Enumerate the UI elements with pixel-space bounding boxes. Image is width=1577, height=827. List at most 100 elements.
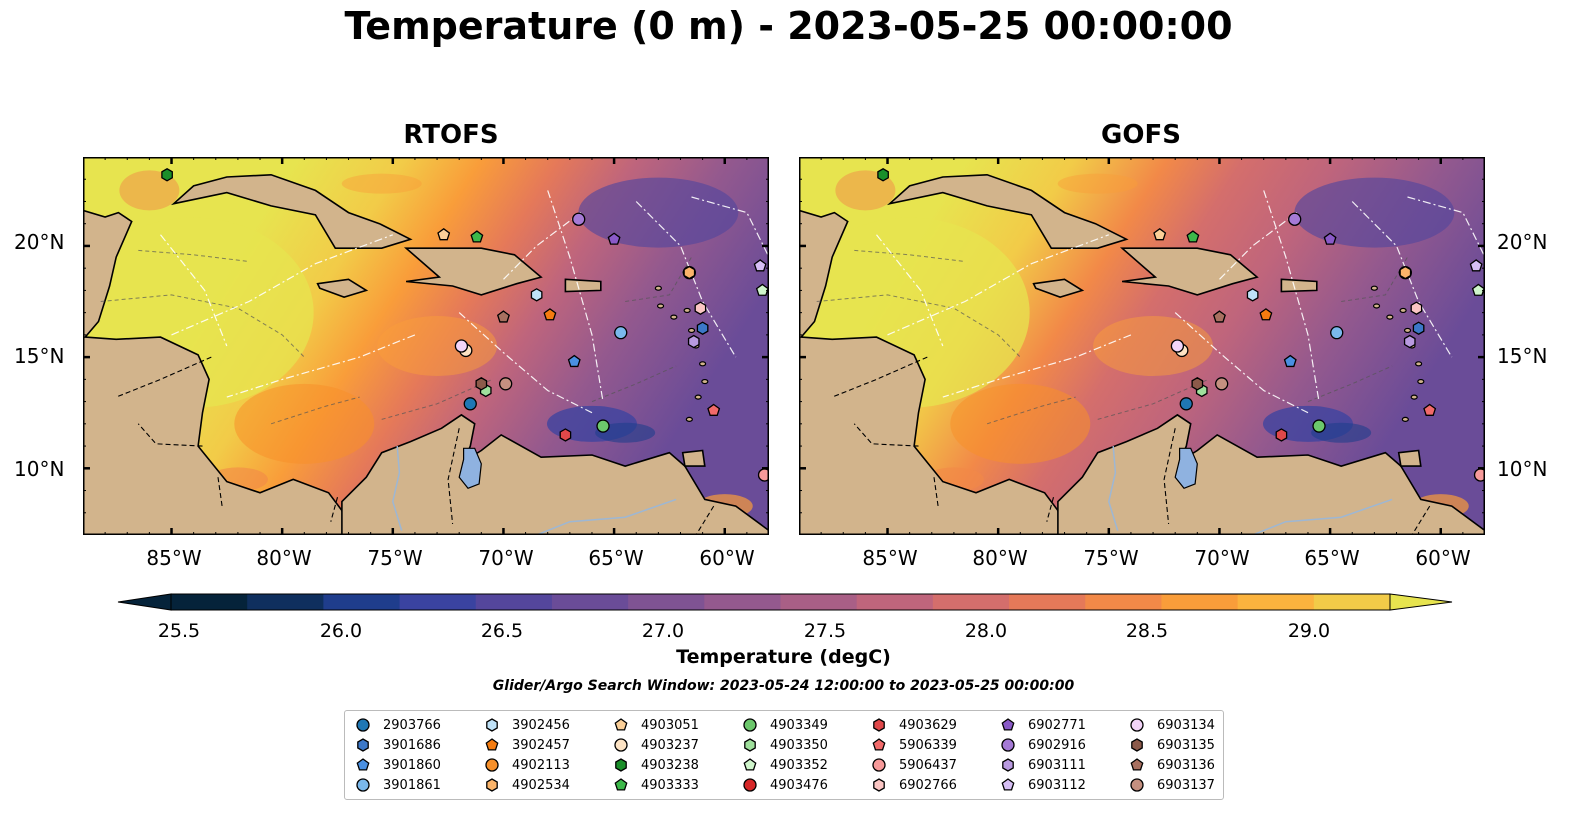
legend-marker-5906437 — [872, 758, 886, 772]
rtofs-map — [83, 157, 769, 535]
platform-marker-4903352 — [755, 283, 769, 296]
legend-marker-4903238 — [615, 758, 627, 772]
colorbar-tick: 25.5 — [157, 620, 201, 642]
lon-label-75w: 75°W — [367, 546, 423, 570]
legend-marker-4903352 — [743, 758, 757, 771]
platform-marker-6903111 — [1403, 334, 1416, 349]
lon-label-75w-gofs: 75°W — [1083, 546, 1139, 570]
legend-marker-3901861 — [356, 778, 370, 792]
land-central-america — [799, 209, 1066, 535]
legend-item-6902766: 6902766 — [871, 775, 957, 795]
legend-label: 6903136 — [1157, 757, 1215, 773]
legend-item-3901861: 3901861 — [355, 775, 441, 795]
land-puerto-rico — [1280, 278, 1318, 293]
legend-item-6903136: 6903136 — [1129, 755, 1215, 775]
legend-item-2903766: 2903766 — [355, 715, 441, 735]
legend-label: 4902113 — [512, 757, 570, 773]
legend-label: 4903333 — [641, 777, 699, 793]
colorbar-tick: 26.5 — [480, 620, 524, 642]
legend-marker-pentagon — [743, 758, 757, 771]
land-trinidad — [681, 449, 706, 467]
legend-label: 3901686 — [383, 737, 441, 753]
platform-marker-5906339 — [1423, 403, 1437, 416]
legend-item-4903238: 4903238 — [613, 755, 699, 775]
colorbar — [117, 593, 1453, 611]
legend-marker-circle — [485, 758, 499, 772]
legend-marker-circle — [614, 738, 628, 752]
lat-label-10-right: 10°N — [1497, 457, 1548, 481]
legend-marker-hexagon — [1131, 738, 1143, 752]
legend-label: 4903350 — [770, 737, 828, 753]
gofs-map — [799, 157, 1485, 535]
legend-marker-3902457 — [485, 738, 499, 751]
platform-marker-4903629 — [559, 428, 572, 442]
legend-item-6903111: 6903111 — [1000, 755, 1086, 775]
legend-label: 4903352 — [770, 757, 828, 773]
legend-marker-circle — [743, 718, 757, 732]
platform-marker-6903136 — [496, 310, 510, 323]
legend-marker-pentagon — [872, 738, 886, 751]
legend-marker-pentagon — [485, 738, 499, 751]
colorbar-tick: 28.0 — [964, 620, 1008, 642]
platform-marker-3901861 — [1330, 326, 1344, 340]
lon-label-85w: 85°W — [146, 546, 202, 570]
legend-marker-6903137 — [1130, 778, 1144, 792]
platform-marker-3901861 — [614, 326, 628, 340]
platform-marker-6903136 — [1212, 310, 1226, 323]
platform-marker-4903051 — [1153, 228, 1167, 241]
platform-marker-6903134 — [454, 339, 469, 353]
legend-label: 6903112 — [1028, 777, 1086, 793]
search-window-text: Glider/Argo Search Window: 2023-05-24 12… — [492, 678, 1075, 694]
lake-maracaibo — [458, 447, 482, 490]
figure-title: Temperature (0 m) - 2023-05-25 00:00:00 — [344, 4, 1233, 48]
lon-label-80w-gofs: 80°W — [972, 546, 1028, 570]
legend-marker-6903111 — [1002, 758, 1014, 772]
platform-marker-6903134 — [1170, 339, 1185, 353]
platform-marker-6902916 — [572, 212, 586, 226]
platform-marker-6902771 — [607, 232, 621, 245]
legend-marker-hexagon — [615, 758, 627, 772]
legend-marker-2903766 — [356, 718, 370, 732]
legend-marker-6902766 — [873, 778, 885, 792]
legend-item-4903349: 4903349 — [742, 715, 828, 735]
legend-marker-4902113 — [485, 758, 499, 772]
legend-label: 4903476 — [770, 777, 828, 793]
lon-label-65w: 65°W — [588, 546, 644, 570]
legend-label: 5906437 — [899, 757, 957, 773]
legend-marker-3901686 — [357, 738, 369, 752]
legend-marker-pentagon — [356, 758, 370, 771]
platform-marker-3902457 — [543, 308, 557, 321]
legend-marker-circle — [356, 718, 370, 732]
legend-marker-3902456 — [486, 718, 498, 732]
platform-marker-4903238 — [877, 168, 889, 182]
lon-label-65w-gofs: 65°W — [1304, 546, 1360, 570]
legend-item-6903137: 6903137 — [1129, 775, 1215, 795]
legend-item-3901860: 3901860 — [355, 755, 441, 775]
legend-item-5906437: 5906437 — [871, 755, 957, 775]
legend-label: 6903134 — [1157, 717, 1215, 733]
lat-label-10: 10°N — [14, 457, 65, 481]
platform-marker-4903349 — [596, 419, 610, 433]
platform-marker-4902534 — [683, 265, 696, 280]
legend-item-4902113: 4902113 — [484, 755, 570, 775]
colorbar-tick: 29.0 — [1287, 620, 1331, 642]
legend-marker-circle — [1001, 738, 1015, 752]
lon-label-70w: 70°W — [478, 546, 534, 570]
land-hispaniola — [1119, 247, 1259, 296]
platform-marker-3902456 — [530, 288, 543, 302]
platform-marker-6903135 — [475, 377, 488, 391]
platform-marker-3901860 — [1283, 354, 1297, 368]
platform-marker-4903051 — [437, 228, 451, 241]
platform-marker-3902456 — [1246, 288, 1259, 302]
colorbar-tick: 26.0 — [319, 620, 363, 642]
platform-marker-6903137 — [499, 377, 513, 391]
legend-label: 6902916 — [1028, 737, 1086, 753]
land-jamaica — [1032, 278, 1085, 298]
legend-item-4903051: 4903051 — [613, 715, 699, 735]
legend-label: 5906339 — [899, 737, 957, 753]
legend-label: 6903111 — [1028, 757, 1086, 773]
legend-marker-4903051 — [614, 718, 628, 731]
legend-item-4903237: 4903237 — [613, 735, 699, 755]
lon-label-80w: 80°W — [256, 546, 312, 570]
legend-label: 3901860 — [383, 757, 441, 773]
